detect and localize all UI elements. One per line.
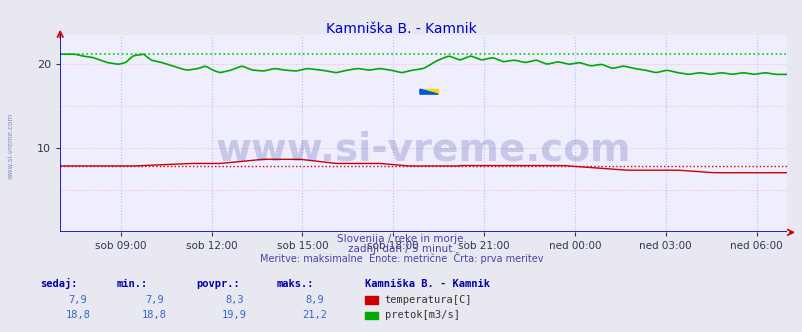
Text: www.si-vreme.com: www.si-vreme.com [216,130,630,168]
Text: pretok[m3/s]: pretok[m3/s] [384,310,459,320]
Text: maks.:: maks.: [277,279,314,289]
Text: 19,9: 19,9 [221,310,247,320]
Text: Kamniška B. - Kamnik: Kamniška B. - Kamnik [326,22,476,36]
Polygon shape [419,89,438,94]
Polygon shape [419,89,438,94]
Text: 8,3: 8,3 [225,295,244,305]
Text: 7,9: 7,9 [144,295,164,305]
Text: 21,2: 21,2 [302,310,327,320]
Text: 8,9: 8,9 [305,295,324,305]
Text: povpr.:: povpr.: [196,279,240,289]
Text: zadnji dan / 5 minut.: zadnji dan / 5 minut. [347,244,455,254]
Text: Slovenija / reke in morje.: Slovenija / reke in morje. [336,234,466,244]
Text: Meritve: maksimalne  Enote: metrične  Črta: prva meritev: Meritve: maksimalne Enote: metrične Črta… [259,252,543,264]
Text: sedaj:: sedaj: [40,278,78,289]
Text: www.si-vreme.com: www.si-vreme.com [7,113,14,179]
Text: Kamniška B. - Kamnik: Kamniška B. - Kamnik [365,279,490,289]
Text: min.:: min.: [116,279,148,289]
Text: 7,9: 7,9 [68,295,87,305]
Text: 18,8: 18,8 [65,310,91,320]
Text: temperatura[C]: temperatura[C] [384,295,472,305]
Text: 18,8: 18,8 [141,310,167,320]
